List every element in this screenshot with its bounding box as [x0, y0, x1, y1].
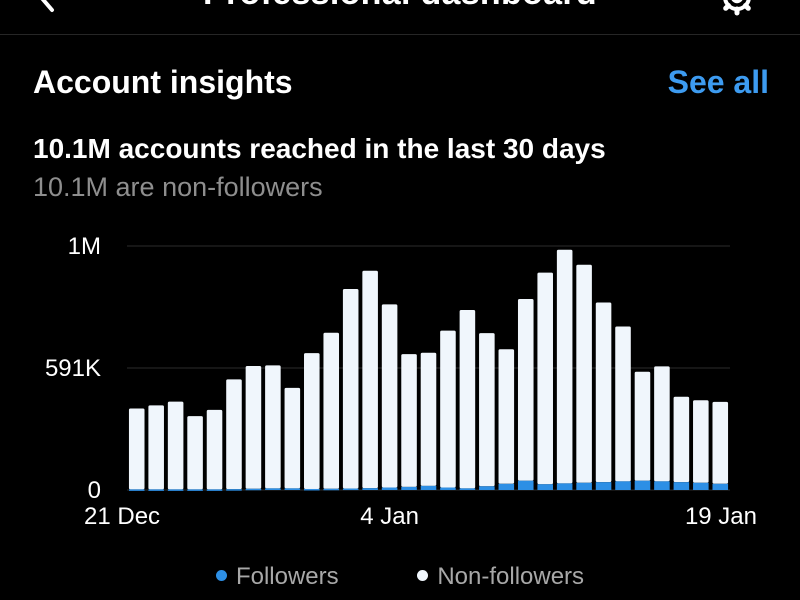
bar-non-followers[interactable] [128, 408, 145, 490]
bar-non-followers[interactable] [226, 379, 242, 490]
bar-non-followers[interactable] [517, 299, 534, 481]
bar-non-followers[interactable] [265, 365, 281, 489]
bar-non-followers[interactable] [537, 272, 553, 485]
bar-non-followers[interactable] [634, 371, 651, 481]
bar-followers[interactable] [634, 480, 651, 490]
bar-followers[interactable] [479, 486, 495, 490]
bar-followers[interactable] [654, 481, 670, 490]
bar-followers[interactable] [226, 489, 242, 491]
bar-non-followers[interactable] [420, 352, 437, 486]
bar-followers[interactable] [420, 485, 437, 490]
legend-item-non-followers: Non-followers [417, 563, 584, 591]
bar-non-followers[interactable] [459, 309, 476, 489]
bar-followers[interactable] [576, 482, 592, 490]
bar-non-followers[interactable] [654, 366, 670, 482]
bar-non-followers[interactable] [206, 409, 223, 490]
bar-non-followers[interactable] [167, 401, 184, 490]
bar-non-followers[interactable] [615, 326, 631, 482]
x-tick-label: 21 Dec [84, 503, 160, 530]
bar-followers[interactable] [167, 489, 184, 491]
bar-followers[interactable] [401, 486, 417, 490]
bar-followers[interactable] [440, 487, 456, 490]
bar-followers[interactable] [128, 489, 145, 491]
bar-followers[interactable] [304, 488, 320, 491]
bar-followers[interactable] [537, 484, 553, 490]
bar-non-followers[interactable] [323, 332, 340, 489]
bar-followers[interactable] [245, 488, 262, 491]
page-title: Professional dashboard [0, 0, 800, 13]
x-tick-label: 4 Jan [360, 503, 419, 530]
bar-non-followers[interactable] [284, 387, 301, 489]
gear-icon[interactable] [718, 0, 756, 16]
account-insights-title: Account insights [33, 64, 293, 100]
legend-item-followers: Followers [215, 563, 339, 591]
bar-non-followers[interactable] [381, 304, 398, 488]
bar-followers[interactable] [187, 489, 203, 491]
bar-followers[interactable] [673, 482, 690, 490]
y-tick-label: 591K [45, 355, 101, 382]
legend-dot-followers [215, 570, 227, 582]
bar-non-followers[interactable] [304, 353, 320, 489]
bar-non-followers[interactable] [693, 400, 709, 483]
chevron-left-icon[interactable] [30, 0, 66, 14]
x-tick-label: 19 Jan [685, 503, 757, 530]
bar-followers[interactable] [517, 480, 534, 490]
bar-followers[interactable] [595, 482, 612, 490]
bar-non-followers[interactable] [576, 264, 592, 483]
bar-non-followers[interactable] [673, 396, 690, 483]
bar-non-followers[interactable] [595, 302, 612, 483]
bar-followers[interactable] [265, 488, 281, 490]
y-tick-label: 1M [68, 233, 101, 260]
legend-dot-non-followers [417, 570, 429, 582]
legend-label-non-followers: Non-followers [437, 563, 585, 590]
y-tick-label: 0 [88, 477, 101, 504]
bar-followers[interactable] [148, 489, 164, 491]
non-followers-subline: 10.1M are non-followers [33, 172, 323, 202]
bar-followers[interactable] [284, 488, 301, 490]
bar-followers[interactable] [693, 482, 709, 490]
top-bar: Professional dashboard [0, 0, 800, 35]
bar-followers[interactable] [381, 487, 398, 490]
see-all-link[interactable]: See all [667, 64, 769, 100]
bar-followers[interactable] [362, 488, 378, 490]
bar-followers[interactable] [459, 488, 476, 490]
bar-followers[interactable] [342, 488, 359, 491]
bar-non-followers[interactable] [148, 405, 164, 490]
chart-legend: Followers Non-followers [0, 563, 800, 591]
bar-non-followers[interactable] [401, 354, 417, 487]
bar-followers[interactable] [498, 483, 515, 490]
bar-non-followers[interactable] [245, 365, 262, 489]
bar-non-followers[interactable] [712, 401, 729, 484]
bar-followers[interactable] [712, 483, 729, 490]
bar-followers[interactable] [615, 481, 631, 490]
bar-non-followers[interactable] [362, 270, 378, 489]
bar-followers[interactable] [323, 488, 340, 491]
bar-non-followers[interactable] [498, 349, 515, 484]
bar-non-followers[interactable] [187, 416, 203, 490]
accounts-reached-headline: 10.1M accounts reached in the last 30 da… [33, 133, 606, 164]
legend-label-followers: Followers [235, 563, 339, 590]
bar-non-followers[interactable] [440, 330, 456, 488]
bar-non-followers[interactable] [556, 249, 573, 484]
bar-non-followers[interactable] [479, 333, 495, 487]
bar-non-followers[interactable] [342, 288, 359, 489]
bar-followers[interactable] [206, 489, 223, 491]
bar-followers[interactable] [556, 483, 573, 490]
